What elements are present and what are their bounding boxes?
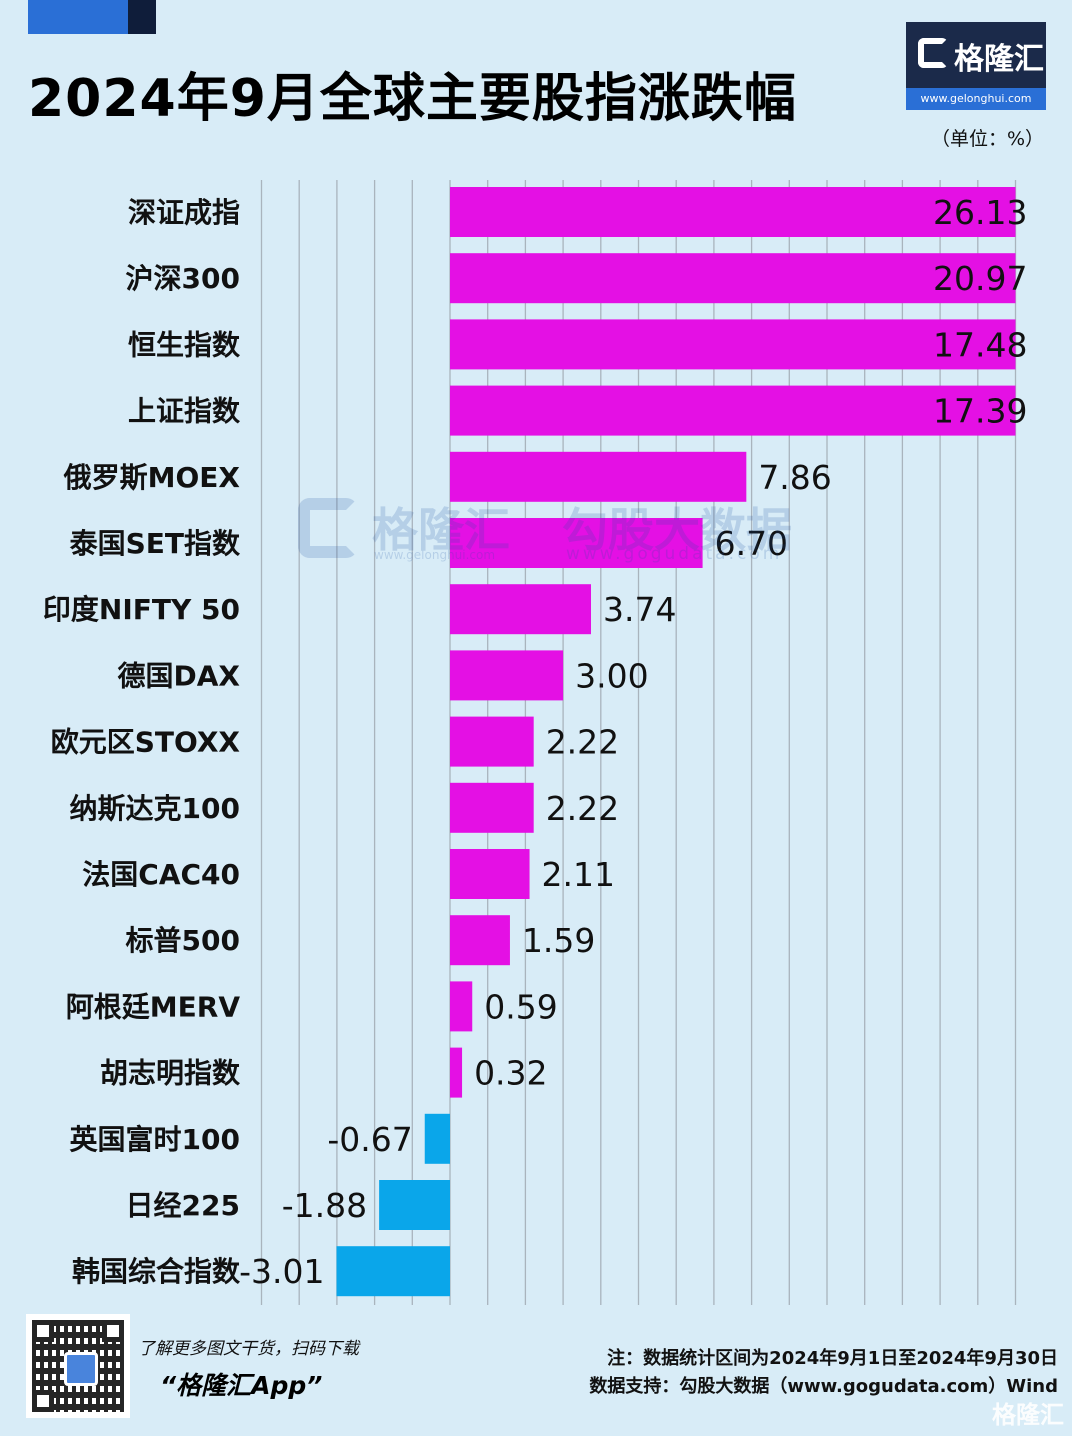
bar [450,650,564,701]
value-label: -0.67 [327,1120,412,1159]
category-label: 俄罗斯MOEX [63,461,241,494]
brand-url: www.gelonghui.com [906,88,1046,110]
bar [450,981,473,1032]
value-label: 2.11 [542,855,615,894]
value-label: 1.59 [522,921,595,960]
footnote-source: 数据支持：勾股大数据（www.gogudata.com）Wind [589,1376,1058,1397]
value-label: 0.32 [474,1054,547,1093]
bar [450,385,1016,436]
category-label: 纳斯达克100 [70,792,240,825]
category-label: 法国CAC40 [82,858,240,891]
category-label: 欧元区STOXX [51,726,241,759]
category-label: 深证成指 [128,196,240,229]
qr-logo-icon [64,1352,98,1386]
value-label: 2.22 [546,723,619,762]
top-accent-bar-dark [128,0,156,34]
category-label: 泰国SET指数 [70,527,241,560]
qr-finder [102,1320,124,1342]
bar [379,1180,450,1230]
brand-logo[interactable]: 格隆汇 www.gelonghui.com [906,22,1046,110]
value-label: 26.13 [933,193,1027,232]
category-label: 韩国综合指数 [72,1255,241,1288]
brand-name: 格隆汇 [954,42,1044,77]
bar [450,915,510,966]
promo-app-name: “格隆汇App” [160,1371,323,1400]
qr-pattern [32,1320,124,1412]
top-accent-bar [28,0,128,34]
value-label: 3.00 [575,656,648,695]
bar [336,1246,450,1297]
bar [450,782,534,833]
chart-title: 2024年9月全球主要股指涨跌幅 [28,69,797,129]
category-label: 恒生指数 [128,328,241,361]
brand-g-icon [918,38,948,68]
bar [450,518,703,568]
value-label: 3.74 [603,590,676,629]
bar [450,716,534,767]
bar [424,1113,450,1164]
corner-brand: 格隆汇 [992,1401,1064,1429]
value-label: 6.70 [715,524,788,563]
value-label: -3.01 [239,1252,324,1291]
category-label: 上证指数 [128,395,241,428]
bar [450,253,1016,304]
unit-label: （单位：%） [930,128,1044,150]
category-label: 胡志明指数 [100,1057,241,1090]
category-label: 日经225 [126,1189,240,1222]
bar [450,1047,463,1098]
bar [450,187,1016,237]
bar-chart: 深证成指 26.13 沪深300 20.97 恒生指数 17.48 上证指数 17.39 俄罗斯… [43,180,1028,1305]
value-label: 20.97 [933,259,1027,298]
qr-code[interactable] [26,1314,130,1418]
category-label: 标普500 [126,924,240,957]
category-label: 德国DAX [117,659,240,692]
bar [450,451,747,502]
value-label: 0.59 [484,987,557,1026]
qr-finder [32,1390,54,1412]
value-label: -1.88 [282,1186,367,1225]
bar [450,849,530,899]
value-label: 7.86 [758,458,831,497]
qr-finder [32,1320,54,1342]
category-label: 沪深300 [126,262,240,295]
footnote-period: 注：数据统计区间为2024年9月1日至2024年9月30日 [607,1348,1058,1369]
category-label: 印度NIFTY 50 [43,593,240,626]
value-label: 2.22 [546,789,619,828]
bar [450,319,1016,370]
value-label: 17.48 [933,325,1027,364]
category-label: 英国富时100 [70,1123,240,1156]
bar [450,584,591,635]
category-label: 阿根廷MERV [66,990,241,1023]
promo-text: 了解更多图文干货，扫码下载 [138,1339,359,1359]
value-label: 17.39 [933,392,1027,431]
